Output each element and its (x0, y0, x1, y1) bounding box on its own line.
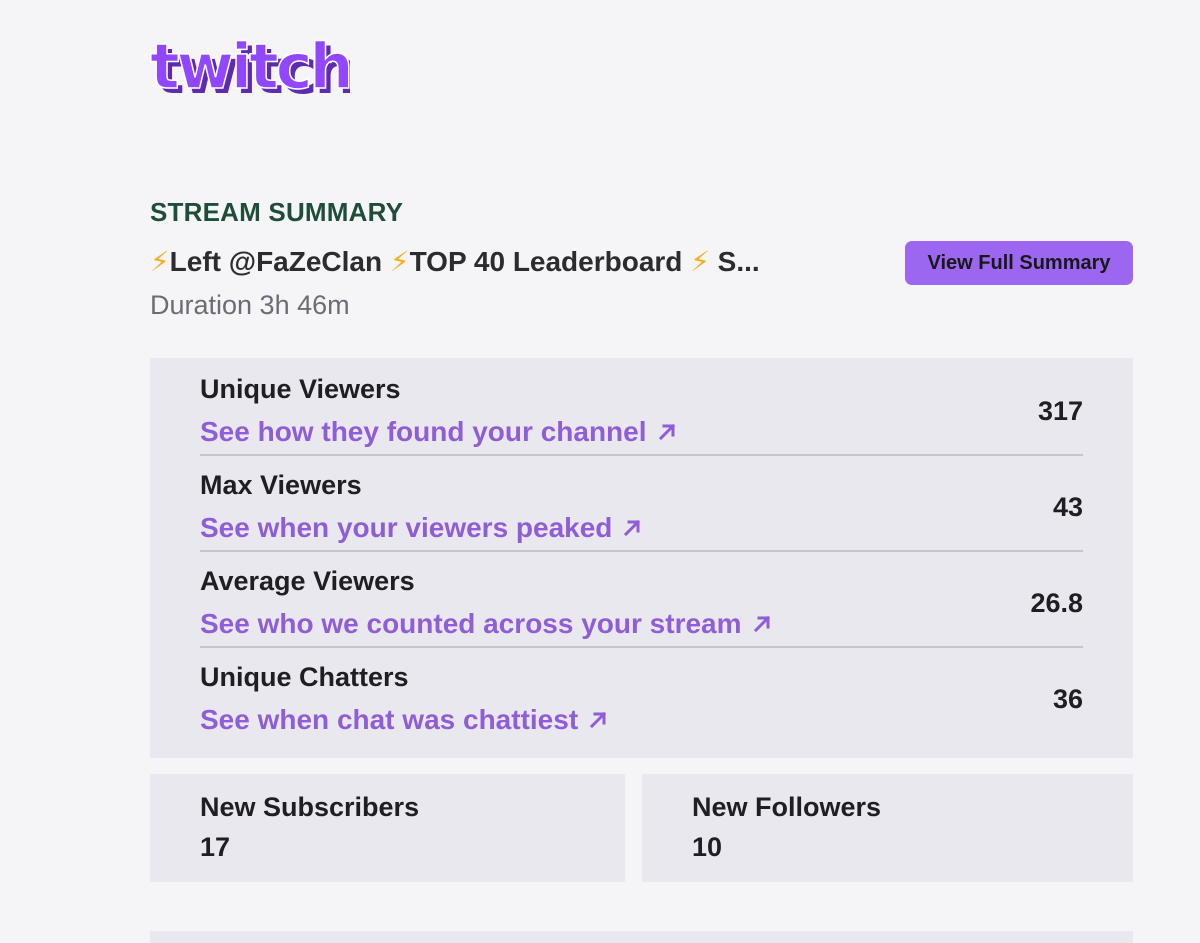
stat-label: Max Viewers (200, 470, 362, 500)
stat-value: 26.8 (1030, 588, 1083, 618)
new-subscribers-value: 17 (200, 832, 231, 862)
lightning-icon: ⚡ (150, 246, 170, 277)
stat-value: 317 (1037, 396, 1083, 426)
stat-link-unique-viewers[interactable]: See how they found your channel (200, 416, 679, 448)
stat-link-text: See how they found your channel (200, 416, 647, 447)
new-subscribers-card: New Subscribers 17 (150, 774, 625, 882)
stat-row-average-viewers: Average Viewers See who we counted acros… (200, 550, 1083, 648)
new-followers-card: New Followers 10 (642, 774, 1133, 882)
stat-value: 36 (1052, 684, 1083, 714)
stat-label: Unique Viewers (200, 374, 401, 404)
stat-value: 43 (1052, 492, 1083, 522)
stat-link-text: See when chat was chattiest (200, 704, 579, 735)
stat-link-unique-chatters[interactable]: See when chat was chattiest (200, 704, 610, 736)
twitch-logo-graphic: twitch twitch (149, 29, 358, 108)
arrow-up-right-icon (753, 615, 770, 633)
arrow-up-right-icon (658, 423, 675, 441)
arrow-up-right-icon (590, 711, 607, 729)
stat-link-text: See when your viewers peaked (200, 512, 613, 543)
stat-row-unique-chatters: Unique Chatters See when chat was chatti… (200, 646, 1083, 742)
new-followers-value: 10 (692, 832, 723, 862)
logo-shadow-text: twitch (155, 36, 350, 106)
next-card-partial (150, 931, 1133, 943)
stat-link-text: See who we counted across your stream (200, 608, 742, 639)
logo-text: twitch (150, 36, 350, 103)
lightning-icon: ⚡ (690, 246, 710, 277)
stat-link-average-viewers[interactable]: See who we counted across your stream (200, 608, 774, 640)
twitch-logo[interactable]: twitch twitch (149, 29, 358, 108)
new-followers-label: New Followers (692, 792, 882, 822)
view-full-summary-button[interactable]: View Full Summary (905, 241, 1133, 285)
stat-label: Unique Chatters (200, 662, 409, 692)
lightning-icon: ⚡ (389, 246, 410, 277)
section-heading: STREAM SUMMARY (150, 197, 404, 227)
stream-title: ⚡Left @FaZeClan ⚡TOP 40 Leaderboard ⚡ S.… (150, 246, 760, 277)
stat-row-unique-viewers: Unique Viewers See how they found your c… (200, 358, 1083, 456)
stream-duration: Duration 3h 46m (150, 290, 350, 320)
arrow-up-right-icon (624, 519, 641, 537)
stats-panel: Unique Viewers See how they found your c… (150, 358, 1133, 758)
new-subscribers-label: New Subscribers (200, 792, 420, 822)
stat-row-max-viewers: Max Viewers See when your viewers peaked… (200, 454, 1083, 552)
stat-link-max-viewers[interactable]: See when your viewers peaked (200, 512, 644, 544)
stat-label: Average Viewers (200, 566, 415, 596)
